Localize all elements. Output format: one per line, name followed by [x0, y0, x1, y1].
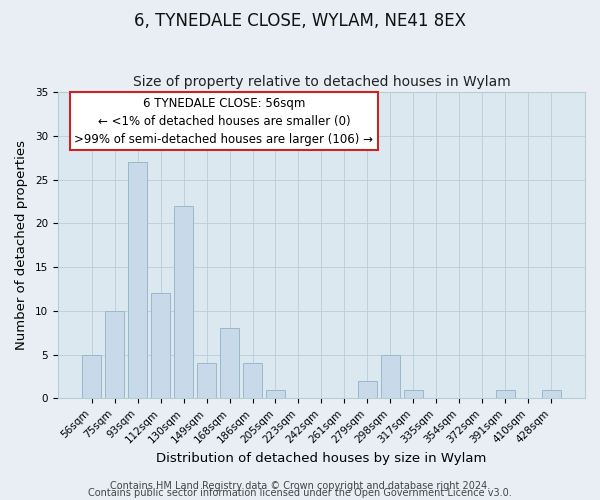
Y-axis label: Number of detached properties: Number of detached properties — [15, 140, 28, 350]
X-axis label: Distribution of detached houses by size in Wylam: Distribution of detached houses by size … — [156, 452, 487, 465]
Text: Contains HM Land Registry data © Crown copyright and database right 2024.: Contains HM Land Registry data © Crown c… — [110, 481, 490, 491]
Bar — [380, 354, 400, 399]
Bar — [151, 294, 170, 399]
Text: Contains public sector information licensed under the Open Government Licence v3: Contains public sector information licen… — [88, 488, 512, 498]
Bar — [82, 354, 101, 399]
Text: 6, TYNEDALE CLOSE, WYLAM, NE41 8EX: 6, TYNEDALE CLOSE, WYLAM, NE41 8EX — [134, 12, 466, 30]
Bar — [243, 364, 262, 398]
Bar — [358, 381, 377, 398]
Title: Size of property relative to detached houses in Wylam: Size of property relative to detached ho… — [133, 76, 511, 90]
Bar — [404, 390, 423, 398]
Bar — [496, 390, 515, 398]
Bar — [266, 390, 285, 398]
Bar — [128, 162, 148, 398]
Text: 6 TYNEDALE CLOSE: 56sqm
← <1% of detached houses are smaller (0)
>99% of semi-de: 6 TYNEDALE CLOSE: 56sqm ← <1% of detache… — [74, 96, 373, 146]
Bar — [105, 311, 124, 398]
Bar — [197, 364, 217, 398]
Bar — [220, 328, 239, 398]
Bar — [174, 206, 193, 398]
Bar — [542, 390, 561, 398]
